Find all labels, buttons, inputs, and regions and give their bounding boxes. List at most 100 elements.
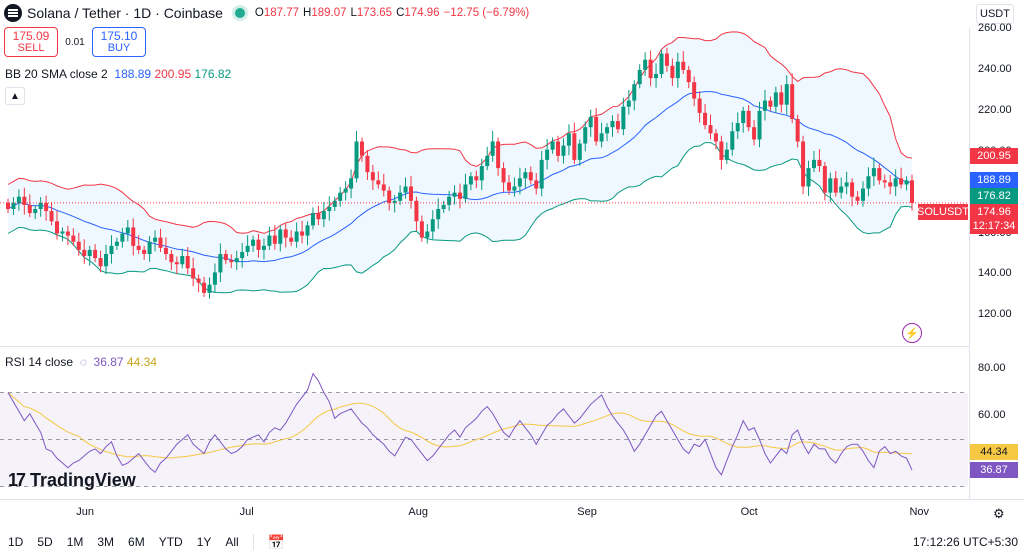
collapse-legend-chevron-up-icon[interactable]: ▲ xyxy=(5,87,25,105)
settings-gear-icon[interactable]: ⚙ xyxy=(993,506,1005,521)
candle xyxy=(572,122,577,164)
candle xyxy=(860,181,865,207)
candle xyxy=(648,50,653,86)
time-axis-label: Aug xyxy=(408,506,428,518)
range-button[interactable]: 5D xyxy=(37,535,53,549)
bb-basis-value: 188.89 xyxy=(114,67,152,81)
candle xyxy=(202,276,207,297)
price-axis-label: 120.00 xyxy=(978,308,1012,321)
bollinger-upper-line xyxy=(7,31,913,234)
price-axis-label: 240.00 xyxy=(978,62,1012,75)
candle xyxy=(419,215,424,242)
candle xyxy=(60,227,65,242)
clock[interactable]: 17:12:26 UTC+5:30 xyxy=(912,535,1018,549)
time-axis-label: Jun xyxy=(76,506,94,518)
candle xyxy=(185,247,190,275)
tradingview-logo[interactable]: 17 TradingView xyxy=(8,470,136,491)
candle xyxy=(289,230,294,246)
candle xyxy=(191,257,196,287)
candle xyxy=(697,91,702,123)
candle xyxy=(741,106,746,133)
symbol-title[interactable]: Solana / Tether · 1D · Coinbase xyxy=(27,5,223,21)
candle xyxy=(180,248,185,269)
lightning-icon[interactable]: ⚡ xyxy=(902,323,922,343)
spread-value: 0.01 xyxy=(65,36,85,48)
candle xyxy=(523,168,528,188)
candle xyxy=(408,175,413,209)
time-axis-label: Nov xyxy=(909,506,929,518)
candle xyxy=(153,230,158,252)
rsi-legend[interactable]: RSI 14 close ◌ 36.87 44.34 xyxy=(5,355,157,369)
candle xyxy=(398,185,403,205)
range-button[interactable]: 1M xyxy=(66,535,84,549)
candle xyxy=(654,63,659,88)
candle xyxy=(392,195,397,213)
candle xyxy=(839,177,844,199)
range-button[interactable]: 1Y xyxy=(196,535,212,549)
candle xyxy=(583,121,588,152)
candle xyxy=(496,137,501,176)
candle xyxy=(801,135,806,195)
candle xyxy=(256,233,261,258)
candle xyxy=(120,227,125,248)
currency-selector[interactable]: USDT xyxy=(976,4,1014,24)
range-button[interactable]: 3M xyxy=(97,535,115,549)
candle xyxy=(11,197,16,215)
candle xyxy=(234,250,239,270)
candle xyxy=(251,235,256,252)
ohlc-high: H189.07 xyxy=(303,7,347,19)
candle xyxy=(38,197,43,217)
candle xyxy=(517,167,522,195)
candle xyxy=(670,58,675,86)
candle xyxy=(365,150,370,180)
candle xyxy=(779,85,784,113)
candle xyxy=(730,122,735,156)
candle xyxy=(605,123,610,142)
sell-button[interactable]: 175.09 SELL xyxy=(4,27,58,57)
candle xyxy=(490,130,495,162)
range-button[interactable]: 6M xyxy=(128,535,145,549)
candle xyxy=(817,149,822,172)
candle xyxy=(512,177,517,197)
candle xyxy=(55,210,60,240)
candle xyxy=(305,221,310,246)
solana-icon[interactable] xyxy=(4,4,22,22)
candle xyxy=(33,204,38,220)
candle xyxy=(447,191,452,211)
candle xyxy=(752,119,757,146)
candle xyxy=(871,157,876,186)
bb-legend[interactable]: BB 20 SMA close 2 188.89 200.95 176.82 xyxy=(5,67,231,81)
candle xyxy=(550,137,555,154)
bottom-toolbar: 1D 5D 1M 3M 6M YTD 1Y All 📅 17:12:26 UTC+5:30 xyxy=(0,531,1024,553)
bb-lower-value: 176.82 xyxy=(194,67,232,81)
candle xyxy=(403,177,408,199)
rsi-tag: 36.87 xyxy=(970,462,1018,478)
time-axis-label: Jul xyxy=(239,506,254,518)
candle xyxy=(708,114,713,140)
range-button[interactable]: All xyxy=(225,535,239,549)
candle xyxy=(174,256,179,274)
candle xyxy=(343,181,348,201)
candle xyxy=(501,162,506,193)
calendar-icon[interactable]: 📅 xyxy=(267,533,286,550)
candle xyxy=(724,142,729,164)
candle xyxy=(888,175,893,195)
candle xyxy=(664,47,669,72)
range-button[interactable]: YTD xyxy=(158,535,183,549)
candle xyxy=(349,169,354,199)
candle xyxy=(632,80,637,111)
candle xyxy=(599,122,604,148)
candle xyxy=(577,139,582,166)
candle xyxy=(811,150,816,173)
candle xyxy=(147,236,152,262)
candle xyxy=(762,89,767,121)
candle xyxy=(71,228,76,246)
candle xyxy=(114,237,119,250)
range-button[interactable]: 1D xyxy=(8,535,24,549)
price-axis-label: 140.00 xyxy=(978,267,1012,280)
buy-button[interactable]: 175.10 BUY xyxy=(92,27,146,57)
candle xyxy=(882,174,887,189)
candle xyxy=(27,194,32,218)
